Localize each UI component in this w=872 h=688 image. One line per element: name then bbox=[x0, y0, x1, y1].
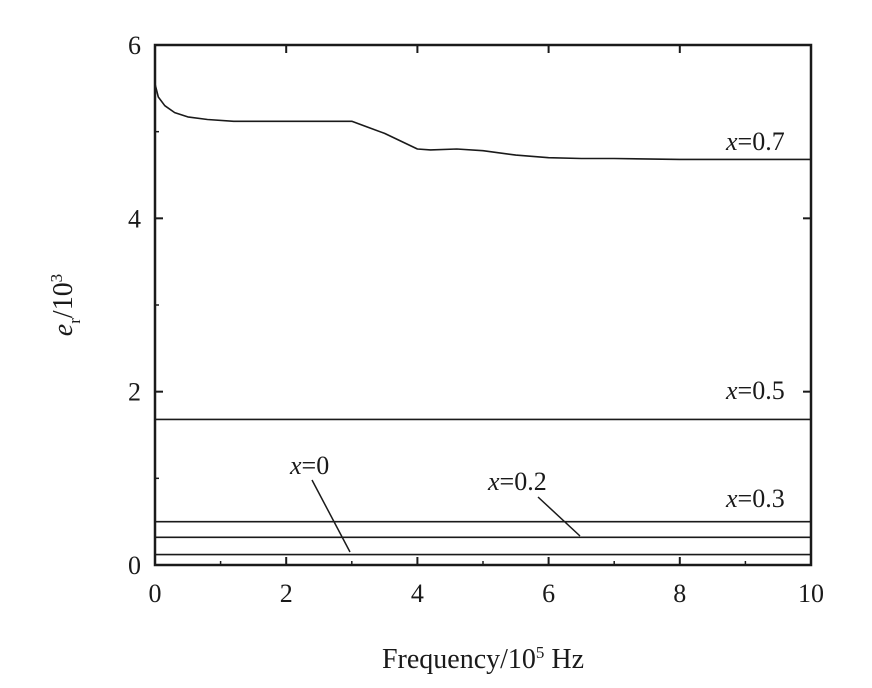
series-label-x07-value: =0.7 bbox=[738, 127, 785, 156]
series-label-x03: x=0.3 bbox=[725, 484, 785, 513]
plot-marks bbox=[154, 83, 811, 556]
y-axis-title-var: e bbox=[48, 324, 79, 336]
y-axis-title: er/103 bbox=[47, 274, 84, 336]
series-label-x05-var: x bbox=[725, 376, 738, 405]
series-label-x02-value: =0.2 bbox=[500, 467, 547, 496]
y-axis-title-sup: 3 bbox=[47, 274, 66, 283]
x-axis-title-sup: 5 bbox=[536, 643, 545, 662]
series-label-x03-var: x bbox=[725, 484, 738, 513]
x-tick-label: 10 bbox=[798, 579, 824, 608]
y-tick-label: 4 bbox=[128, 204, 141, 233]
y-tick-label: 6 bbox=[128, 31, 141, 60]
series-label-x0-var: x bbox=[289, 451, 302, 480]
x-tick-label: 4 bbox=[411, 579, 424, 608]
series-label-x02-var: x bbox=[487, 467, 500, 496]
x-axis-title-unit: Hz bbox=[544, 644, 584, 675]
x-tick-label: 0 bbox=[149, 579, 162, 608]
x-axis-title: Frequency/105 Hz bbox=[382, 643, 584, 675]
plot-frame bbox=[153, 43, 813, 567]
series-label-x0: x=0 bbox=[289, 451, 329, 480]
y-axis-title-sub: r bbox=[65, 318, 84, 324]
series-label-x07: x=0.7 bbox=[725, 127, 785, 156]
series-label-x02: x=0.2 bbox=[487, 467, 547, 496]
x-axis-title-text: Frequency/10 bbox=[382, 644, 536, 675]
x-tick-label: 2 bbox=[280, 579, 293, 608]
y-tick-label: 0 bbox=[128, 551, 141, 580]
series-line-x07 bbox=[154, 83, 811, 161]
leader-line-x0 bbox=[311, 479, 351, 553]
y-tick-label: 2 bbox=[128, 378, 141, 407]
series-label-x05-value: =0.5 bbox=[738, 376, 785, 405]
axis-ticks: 0 2 4 6 8 10 0 2 4 6 bbox=[128, 31, 824, 608]
leader-line-x02 bbox=[537, 496, 581, 537]
x-tick-label: 6 bbox=[542, 579, 555, 608]
series-label-x03-value: =0.3 bbox=[738, 484, 785, 513]
series-label-x0-value: =0 bbox=[302, 451, 330, 480]
y-axis-title-rest: /10 bbox=[48, 282, 79, 318]
series-label-x05: x=0.5 bbox=[725, 376, 785, 405]
series-label-x07-var: x bbox=[725, 127, 738, 156]
x-tick-label: 8 bbox=[673, 579, 686, 608]
